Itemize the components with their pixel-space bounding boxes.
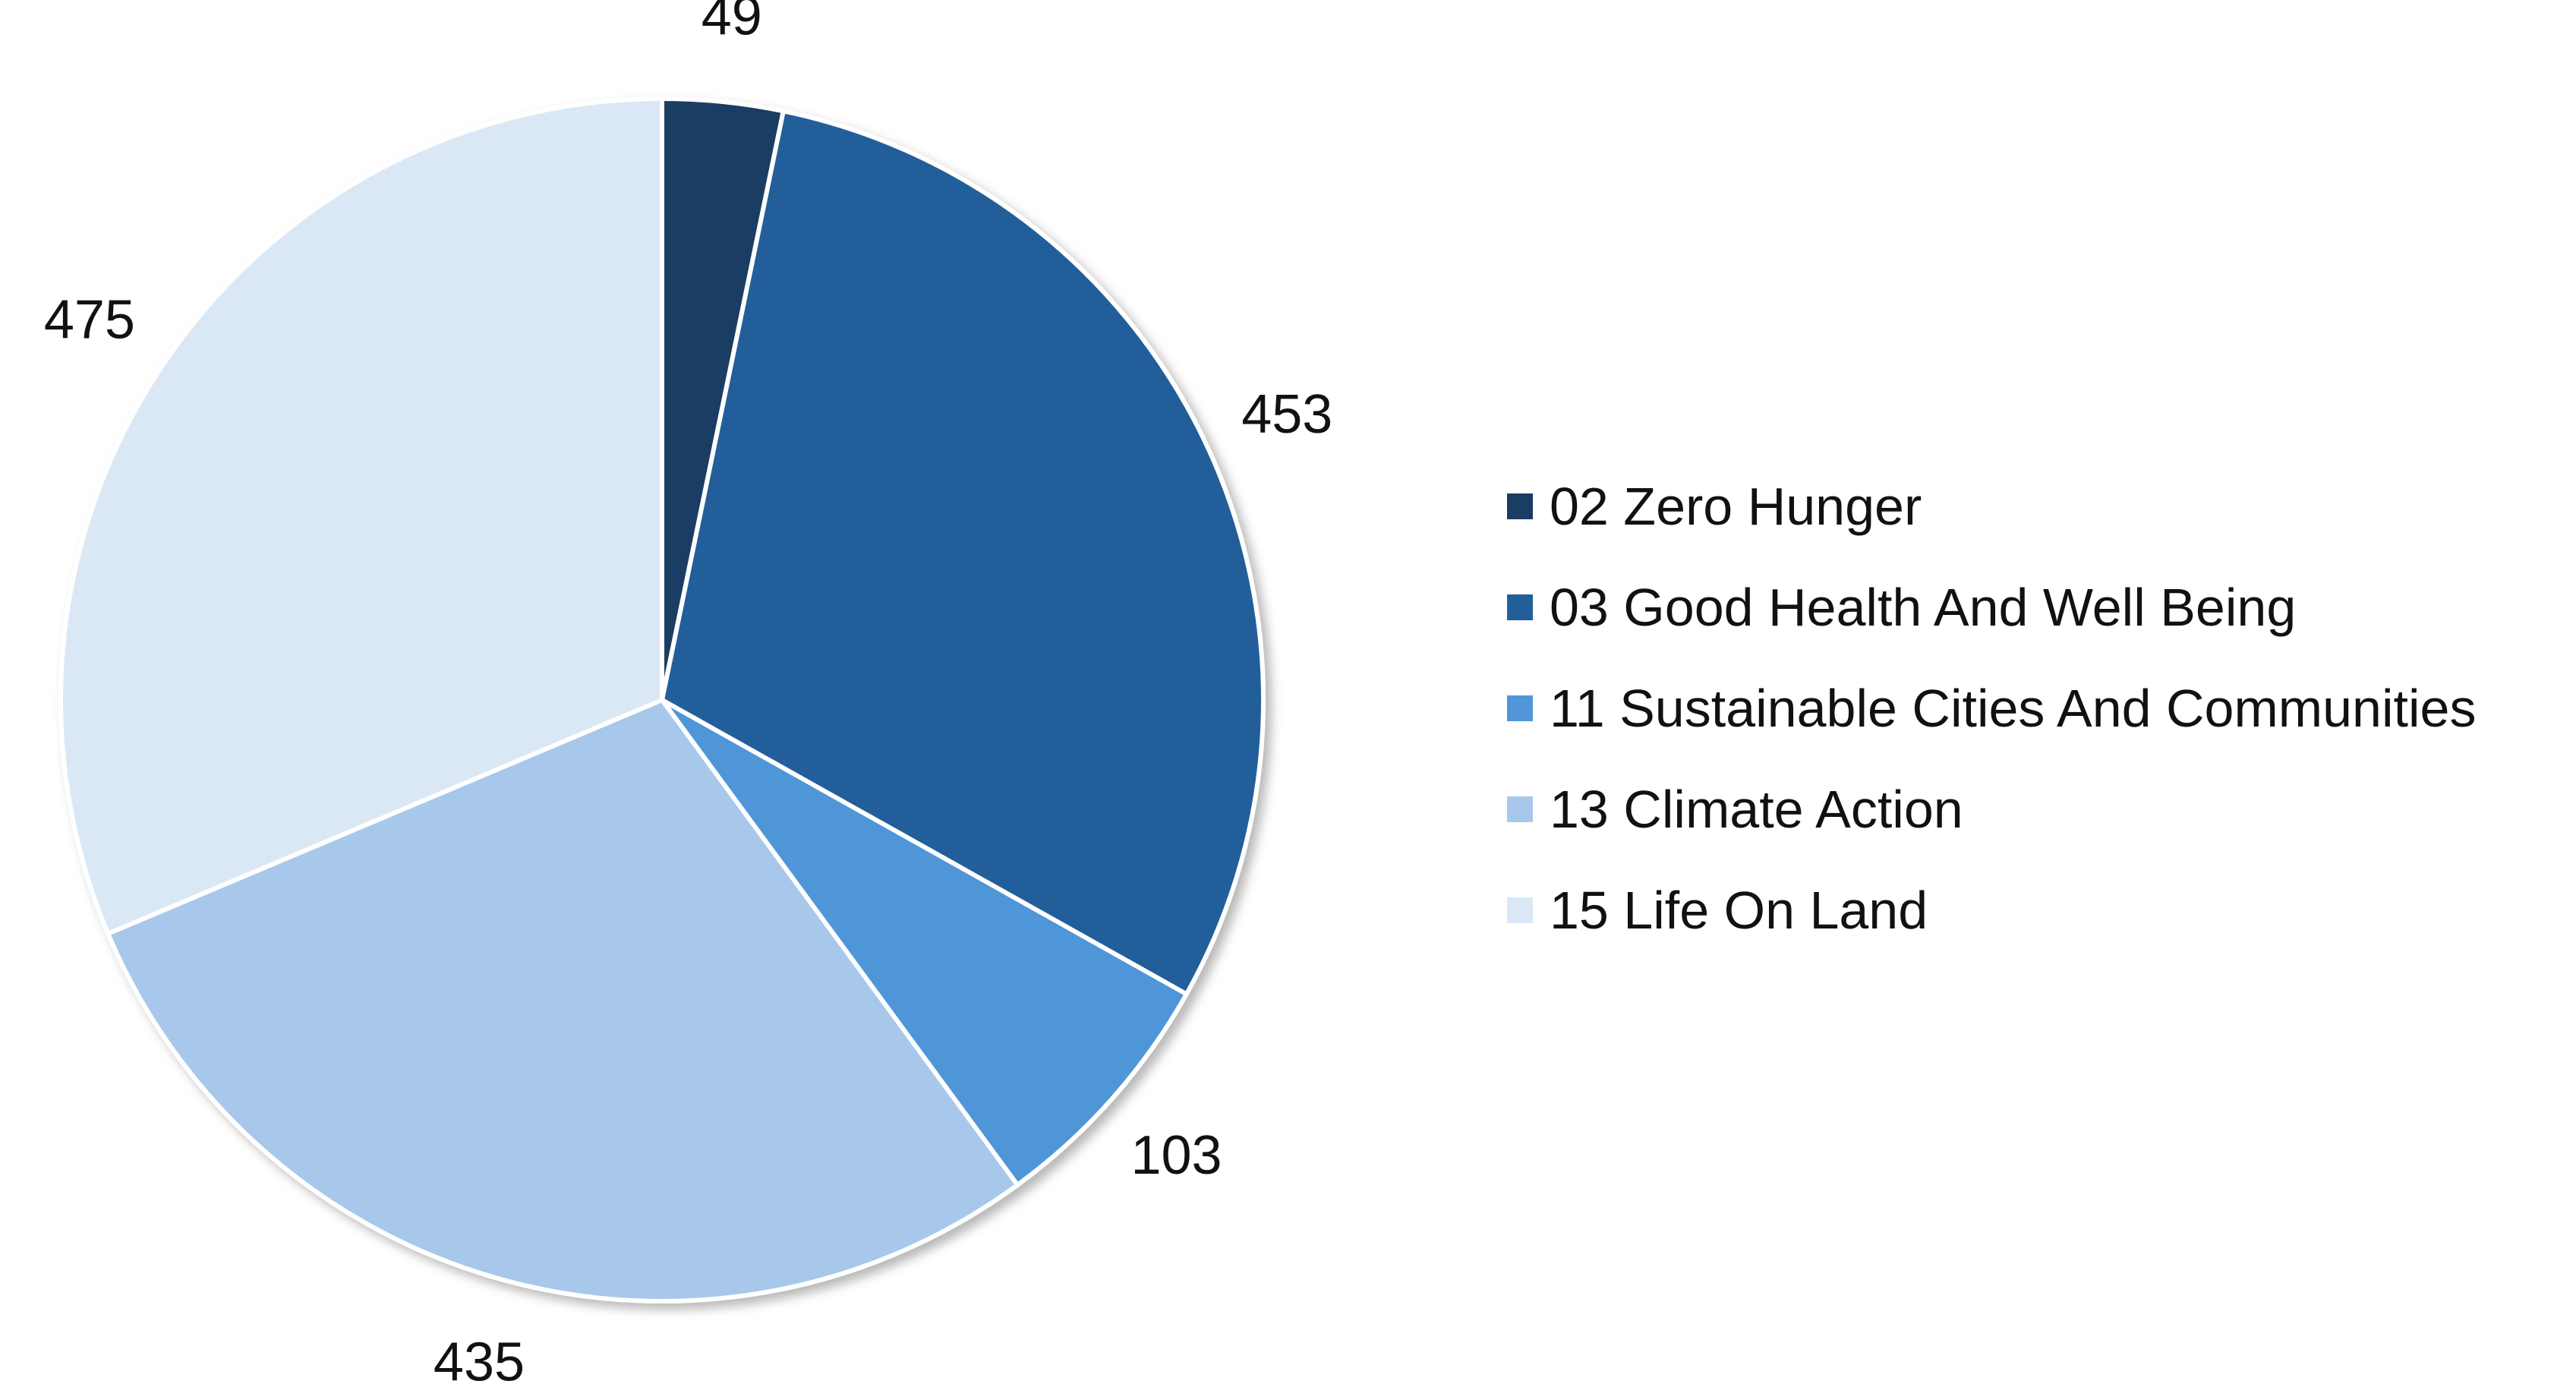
legend-swatch: [1507, 897, 1533, 923]
data-label-4: 435: [434, 1332, 525, 1384]
legend-label: 03 Good Health And Well Being: [1550, 577, 2297, 637]
legend-label: 02 Zero Hunger: [1550, 476, 1922, 536]
legend-swatch: [1507, 594, 1533, 620]
data-label-2: 453: [1241, 384, 1332, 445]
pie-slice-4: [105, 697, 1021, 1304]
legend-label: 13 Climate Action: [1550, 779, 1963, 839]
legend-item: 15 Life On Land: [1507, 859, 2476, 960]
legend-swatch: [1507, 796, 1533, 822]
legend-item: 13 Climate Action: [1507, 758, 2476, 859]
legend: 02 Zero Hunger 03 Good Health And Well Be…: [1507, 456, 2476, 960]
data-label-1: 49: [702, 0, 762, 47]
legend-swatch: [1507, 695, 1533, 721]
data-label-5: 475: [44, 290, 135, 351]
data-label-3: 103: [1130, 1125, 1222, 1186]
pie-slice-2: [659, 108, 1266, 998]
pie-slice-5: [58, 96, 664, 937]
legend-item: 11 Sustainable Cities And Communities: [1507, 657, 2476, 758]
legend-item: 02 Zero Hunger: [1507, 456, 2476, 556]
legend-swatch: [1507, 493, 1533, 519]
pie-slice-3: [660, 698, 1190, 1189]
legend-label: 15 Life On Land: [1550, 880, 1928, 940]
legend-label: 11 Sustainable Cities And Communities: [1550, 678, 2477, 738]
legend-item: 03 Good Health And Well Being: [1507, 556, 2476, 657]
